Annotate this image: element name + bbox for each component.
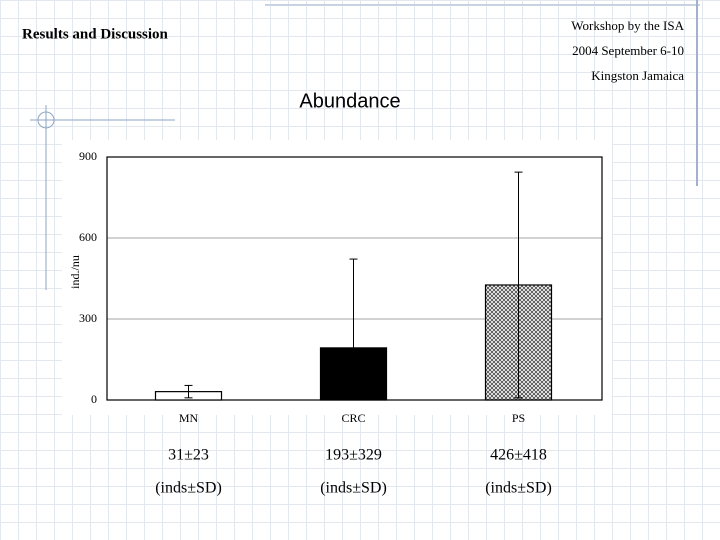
value-label: 31±23 [168, 447, 209, 464]
decor-circle [37, 111, 55, 129]
unit-note: (inds±SD) [320, 480, 387, 497]
plot-area [184, 171, 523, 400]
chart-title: Abundance [299, 90, 400, 112]
y-tick-label: 900 [79, 149, 97, 163]
place: Kingston Jamaica [591, 68, 684, 83]
value-label: 193±329 [325, 447, 382, 464]
unit-note: (inds±SD) [485, 480, 552, 497]
date: 2004 September 6-10 [572, 43, 684, 58]
y-tick-label: 600 [79, 230, 97, 244]
unit-note: (inds±SD) [155, 480, 222, 497]
error-bar [184, 384, 193, 399]
x-tick-label: PS [512, 411, 525, 425]
x-tick-label: MN [179, 411, 199, 425]
event: Workshop by the ISA [571, 18, 684, 33]
slide-title: Results and Discussion [22, 26, 169, 42]
y-tick-label: 300 [79, 311, 97, 325]
x-tick-label: CRC [341, 411, 365, 425]
y-axis-label: ind./nu [68, 255, 82, 289]
y-tick-label: 0 [91, 392, 97, 406]
error-bar [349, 258, 358, 400]
value-label: 426±418 [490, 447, 547, 464]
error-bar [514, 171, 523, 399]
